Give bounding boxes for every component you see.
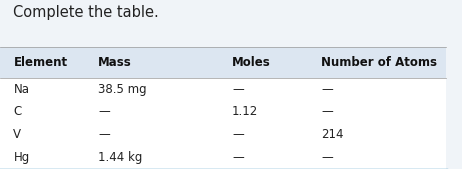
Text: —: — [232,151,244,164]
Bar [0,78,446,101]
Text: —: — [321,151,333,164]
Bar [0,101,446,123]
Text: 1.12: 1.12 [232,105,258,118]
Text: V: V [13,128,21,141]
Text: 1.44 kg: 1.44 kg [98,151,143,164]
Text: Element: Element [13,56,67,69]
Text: 38.5 mg: 38.5 mg [98,83,147,96]
Text: Complete the table.: Complete the table. [13,5,159,20]
Text: Mass: Mass [98,56,132,69]
Bar [0,123,446,146]
Text: —: — [321,83,333,96]
Text: Na: Na [13,83,30,96]
Bar [0,47,446,78]
Text: —: — [321,105,333,118]
Text: Number of Atoms: Number of Atoms [321,56,438,69]
Text: 214: 214 [321,128,344,141]
Text: —: — [232,128,244,141]
Bar [0,146,446,169]
Text: —: — [98,128,110,141]
Text: C: C [13,105,22,118]
Text: Moles: Moles [232,56,271,69]
Text: Hg: Hg [13,151,30,164]
Text: —: — [232,83,244,96]
Text: —: — [98,105,110,118]
